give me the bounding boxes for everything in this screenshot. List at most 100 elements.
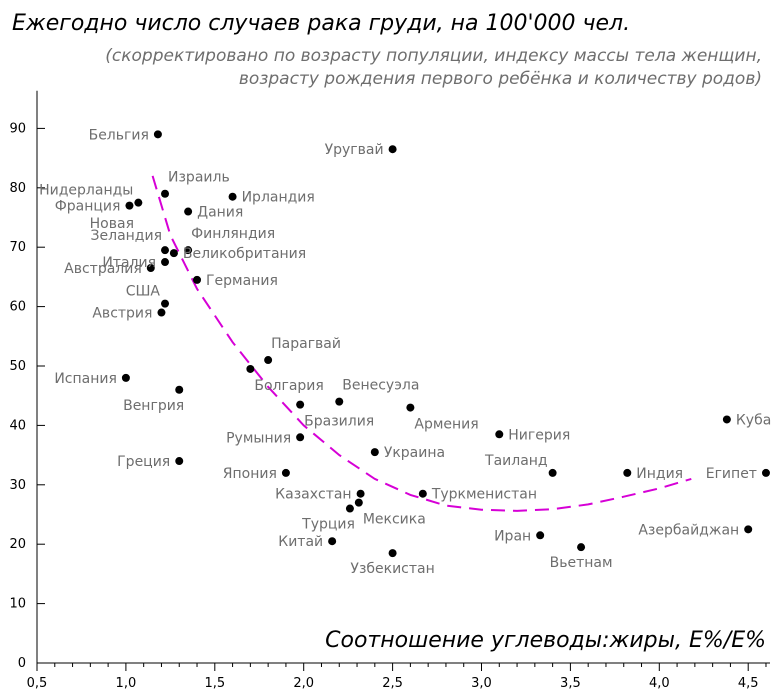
x-tick-label: 1,5	[204, 676, 225, 691]
data-point	[228, 192, 237, 201]
data-point	[184, 246, 193, 255]
data-point	[623, 468, 632, 477]
y-tick-label: 60	[9, 300, 26, 315]
data-label: Азербайджан	[638, 522, 739, 538]
data-point	[536, 531, 545, 540]
data-point	[722, 415, 731, 424]
data-label: Парагвай	[271, 336, 341, 352]
data-label: Украина	[384, 445, 445, 461]
data-label: Венгрия	[123, 398, 184, 414]
data-label: Нидерланды	[39, 183, 133, 199]
data-point	[328, 537, 337, 546]
y-tick-label: 90	[9, 121, 26, 136]
data-point	[354, 498, 363, 507]
data-point	[264, 356, 273, 365]
data-point	[161, 189, 170, 198]
data-point	[370, 448, 379, 457]
x-tick-label: 3,0	[471, 676, 492, 691]
data-label: Испания	[54, 371, 117, 387]
data-point	[495, 430, 504, 439]
data-label: Австрия	[92, 306, 152, 322]
data-label: Франция	[55, 199, 121, 215]
data-label: Туркменистан	[431, 487, 537, 503]
data-point	[169, 249, 178, 258]
y-tick-label: 40	[9, 418, 26, 433]
y-tick-label: 30	[9, 478, 26, 493]
data-point	[388, 145, 397, 154]
y-tick-label: 10	[9, 597, 26, 612]
data-point	[356, 489, 365, 498]
chart-subtitle-line-2: возрасту рождения первого ребёнка и коли…	[239, 69, 762, 89]
data-point	[146, 263, 155, 272]
data-label: Румыния	[226, 430, 291, 446]
data-points	[121, 130, 770, 558]
data-point	[184, 207, 193, 216]
data-point	[157, 308, 166, 317]
data-point	[161, 299, 170, 308]
data-label: Япония	[223, 466, 277, 482]
data-point	[134, 198, 143, 207]
data-point	[161, 246, 170, 255]
data-label: Ирландия	[242, 190, 315, 206]
data-point	[406, 403, 415, 412]
data-label: Узбекистан	[350, 561, 434, 577]
data-point	[577, 543, 586, 552]
data-point	[175, 385, 184, 394]
data-point	[125, 201, 134, 210]
chart-subtitle-line-1: (скорректировано по возрасту популяции, …	[105, 46, 762, 66]
data-label: Турция	[301, 517, 355, 533]
y-tick-label: 0	[18, 656, 26, 671]
data-point	[281, 468, 290, 477]
x-tick-label: 2,5	[382, 676, 403, 691]
data-label: Египет	[706, 466, 757, 482]
data-label: Болгария	[254, 378, 323, 394]
data-labels: БельгияУругвайИзраильИрландияНидерландыФ…	[39, 127, 771, 577]
y-tick-label: 20	[9, 537, 26, 552]
data-point	[121, 373, 130, 382]
y-tick-label: 80	[9, 181, 26, 196]
data-point	[296, 433, 305, 442]
x-tick-label: 4,0	[649, 676, 670, 691]
x-axis: 0,5 1,0 1,5 2,0 2,5 3,0 3,5 4,0 4,5	[27, 662, 770, 691]
data-point	[153, 130, 162, 139]
x-tick-label: 3,5	[560, 676, 581, 691]
data-label: Мексика	[363, 512, 426, 528]
data-label: Китай	[278, 534, 323, 550]
data-point	[744, 525, 753, 534]
data-point	[246, 364, 255, 373]
data-point	[548, 468, 557, 477]
data-label: Израиль	[168, 170, 230, 186]
data-point	[388, 549, 397, 558]
data-label: Дания	[197, 205, 243, 221]
data-label: Венесуэла	[342, 378, 419, 394]
x-tick-label: 1,0	[116, 676, 137, 691]
x-tick-label: 2,0	[293, 676, 314, 691]
data-label: Куба	[736, 412, 771, 428]
trend-line	[151, 175, 692, 512]
data-label: Бельгия	[89, 127, 149, 143]
y-tick-label: 70	[9, 240, 26, 255]
data-label: Вьетнам	[550, 555, 613, 571]
data-point	[296, 400, 305, 409]
data-point	[761, 468, 770, 477]
x-tick-label: 4,5	[738, 676, 759, 691]
y-tick-label: 50	[9, 359, 26, 374]
data-label: Нигерия	[508, 427, 570, 443]
data-label: Иран	[494, 528, 531, 544]
chart-title: Ежегодно число случаев рака груди, на 10…	[12, 11, 630, 36]
trend-line-group	[151, 175, 692, 512]
data-point	[345, 504, 354, 513]
x-tick-label: 0,5	[27, 676, 48, 691]
data-label: Таиланд	[484, 453, 548, 469]
data-point	[161, 258, 170, 267]
data-point	[193, 275, 202, 284]
data-label: Финляндия	[191, 226, 275, 242]
data-label: Германия	[206, 273, 278, 289]
data-label: Италия	[102, 255, 156, 271]
x-axis-label: Соотношение углеводы:жиры, E%/E%	[325, 628, 766, 653]
data-label: Бразилия	[304, 414, 374, 430]
data-label: Армения	[414, 417, 478, 433]
data-label: Австралия	[64, 261, 142, 277]
data-label: Великобритания	[183, 246, 306, 262]
